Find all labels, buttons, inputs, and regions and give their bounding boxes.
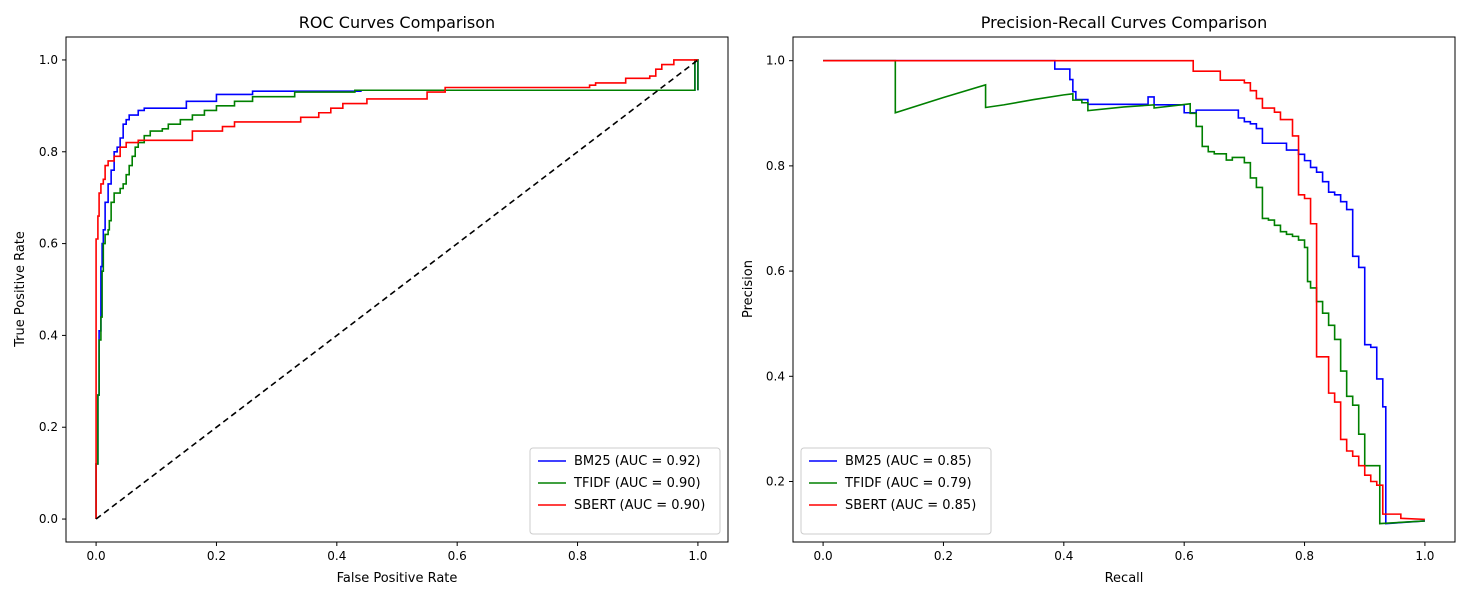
roc-series-sbert-line (95, 59, 698, 520)
roc-y-tick-label: 0.2 (39, 420, 58, 434)
roc-panel: ROC Curves Comparison 0.0 0.2 0.4 0.6 0.8 1.0… (13, 13, 729, 586)
roc-y-tick-label: 0.4 (39, 328, 58, 342)
roc-x-tick-label: 0.2 (207, 549, 226, 563)
pr-panel: Precision-Recall Curves Comparison 0.0 0.… (741, 13, 1456, 586)
roc-y-tick-label: 1.0 (39, 53, 58, 67)
roc-x-tick-label: 1.0 (688, 549, 707, 563)
roc-title: ROC Curves Comparison (299, 13, 495, 32)
roc-legend-box (529, 447, 721, 535)
pr-x-tick-label: 0.2 (934, 549, 953, 563)
pr-series-tfidf-line (823, 59, 1425, 525)
pr-ticks: 0.0 0.2 0.4 0.6 0.8 1.0 0.2 0.4 0.6 0.8 1.0 (766, 54, 1435, 563)
pr-y-tick-label: 0.8 (766, 159, 785, 173)
pr-title: Precision-Recall Curves Comparison (981, 13, 1267, 32)
pr-legend-entry: SBERT (AUC = 0.85) (845, 498, 976, 513)
roc-legend-entry: TFIDF (AUC = 0.90) (573, 476, 701, 491)
pr-legend-box (800, 447, 992, 535)
pr-axes-frame (792, 36, 1456, 543)
pr-legend-entry: BM25 (AUC = 0.85) (845, 454, 972, 469)
roc-series-bm25-line (95, 59, 699, 520)
pr-x-axis-label: Recall (1105, 571, 1144, 586)
roc-legend-entry: BM25 (AUC = 0.92) (574, 454, 701, 469)
roc-y-tick-label: 0.0 (39, 512, 58, 526)
pr-legend-entry: TFIDF (AUC = 0.79) (844, 476, 972, 491)
roc-series-chance-diagonal-line (95, 59, 699, 520)
roc-axes-frame (65, 36, 729, 543)
roc-legend: BM25 (AUC = 0.92) TFIDF (AUC = 0.90) SBERT… (529, 447, 721, 535)
roc-y-tick-label: 0.6 (39, 237, 58, 251)
pr-x-tick-label: 0.8 (1295, 549, 1314, 563)
roc-x-tick-label: 0.8 (568, 549, 587, 563)
roc-x-tick-label: 0.4 (327, 549, 346, 563)
roc-y-tick-label: 0.8 (39, 145, 58, 159)
pr-x-tick-label: 1.0 (1415, 549, 1434, 563)
pr-x-tick-label: 0.6 (1175, 549, 1194, 563)
pr-y-tick-label: 0.6 (766, 264, 785, 278)
pr-y-tick-label: 1.0 (766, 54, 785, 68)
roc-ticks: 0.0 0.2 0.4 0.6 0.8 1.0 0.0 0.2 0.4 0.6 0.8 1.0 (39, 53, 708, 563)
pr-y-tick-label: 0.4 (766, 369, 785, 383)
pr-series-sbert-line (823, 59, 1425, 521)
roc-x-axis-label: False Positive Rate (337, 571, 458, 586)
pr-legend: BM25 (AUC = 0.85) TFIDF (AUC = 0.79) SBERT… (800, 447, 992, 535)
roc-y-axis-label: True Positive Rate (13, 231, 28, 348)
roc-series-tfidf-line (95, 59, 699, 520)
roc-legend-entry: SBERT (AUC = 0.90) (574, 498, 705, 513)
roc-x-tick-label: 0.6 (448, 549, 467, 563)
pr-series-lines (823, 59, 1425, 525)
pr-y-axis-label: Precision (741, 260, 756, 318)
pr-y-tick-label: 0.2 (766, 475, 785, 489)
roc-series-lines (95, 59, 699, 520)
roc-x-tick-label: 0.0 (87, 549, 106, 563)
pr-x-tick-label: 0.0 (814, 549, 833, 563)
pr-x-tick-label: 0.4 (1054, 549, 1073, 563)
